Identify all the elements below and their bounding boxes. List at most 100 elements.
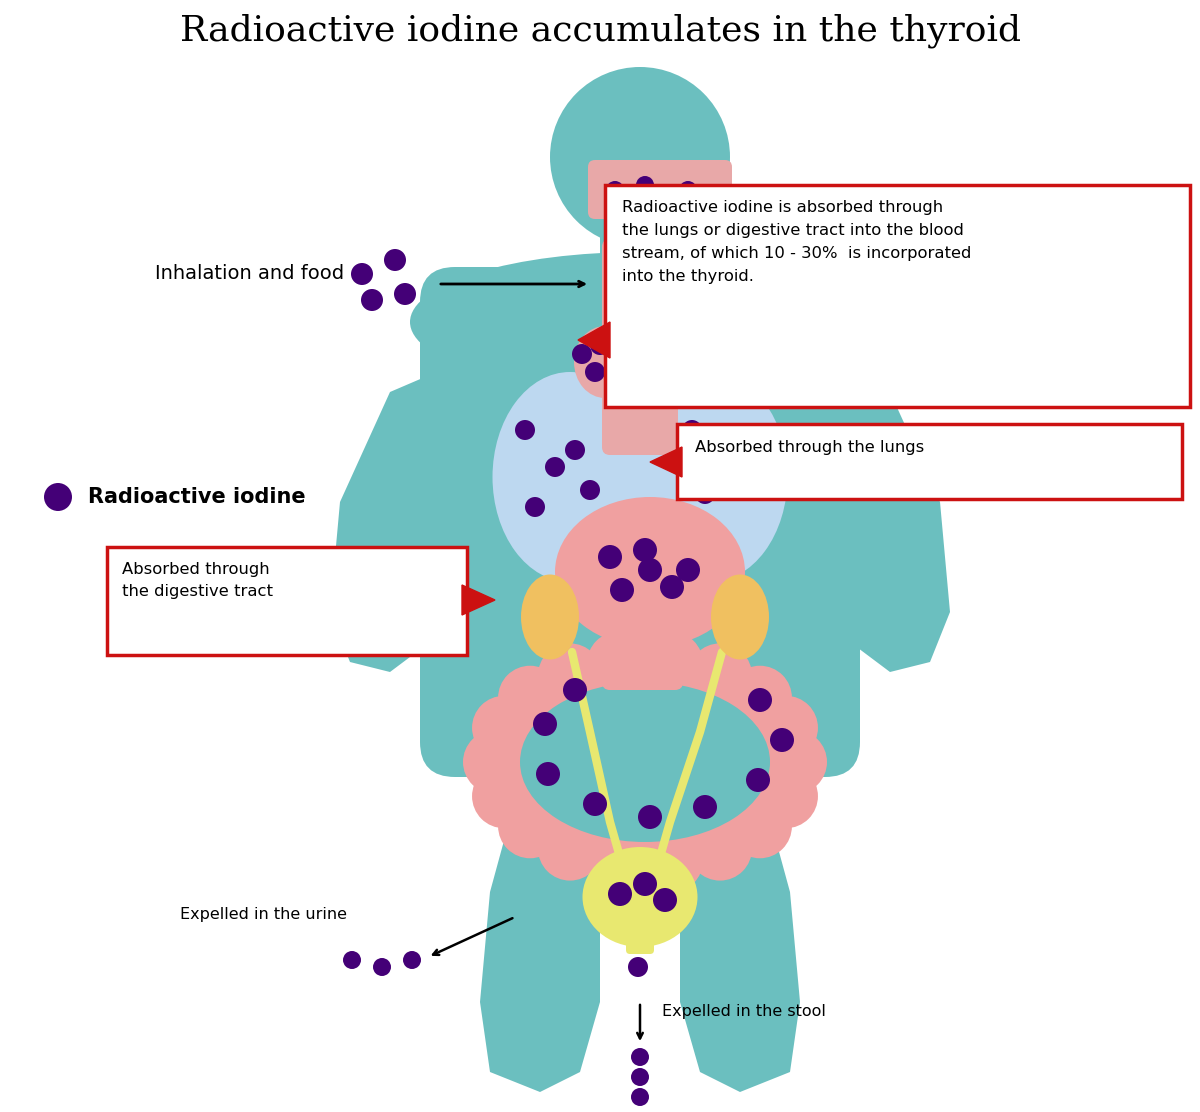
Circle shape — [498, 794, 562, 858]
FancyBboxPatch shape — [605, 185, 1190, 407]
Circle shape — [586, 363, 605, 383]
Ellipse shape — [582, 847, 697, 947]
Polygon shape — [820, 363, 950, 672]
FancyBboxPatch shape — [602, 239, 678, 455]
Circle shape — [695, 484, 715, 504]
Circle shape — [631, 1048, 649, 1066]
Text: Radioactive iodine accumulates in the thyroid: Radioactive iodine accumulates in the th… — [180, 14, 1020, 49]
Circle shape — [590, 335, 610, 355]
Circle shape — [636, 176, 654, 193]
Circle shape — [640, 632, 703, 695]
Ellipse shape — [574, 326, 636, 398]
Text: Expelled in the urine: Expelled in the urine — [180, 907, 347, 922]
Circle shape — [563, 678, 587, 702]
Circle shape — [634, 538, 658, 562]
Circle shape — [732, 427, 752, 447]
Circle shape — [623, 264, 641, 281]
FancyBboxPatch shape — [107, 547, 467, 655]
Circle shape — [463, 729, 527, 794]
Polygon shape — [680, 782, 800, 1092]
Circle shape — [587, 828, 650, 893]
Circle shape — [44, 483, 72, 512]
Circle shape — [343, 951, 361, 969]
Circle shape — [583, 792, 607, 816]
Circle shape — [538, 816, 602, 881]
Ellipse shape — [632, 373, 787, 582]
Circle shape — [403, 951, 421, 969]
Circle shape — [572, 344, 592, 364]
Circle shape — [763, 729, 827, 794]
Circle shape — [587, 632, 650, 695]
Circle shape — [608, 882, 632, 906]
Text: Absorbed through
the digestive tract: Absorbed through the digestive tract — [122, 562, 274, 598]
Ellipse shape — [554, 497, 745, 647]
Circle shape — [598, 545, 622, 569]
Polygon shape — [578, 322, 610, 358]
Circle shape — [616, 197, 634, 215]
Circle shape — [498, 666, 562, 729]
Ellipse shape — [637, 326, 698, 398]
Circle shape — [649, 195, 667, 214]
Text: Radioactive iodine: Radioactive iodine — [88, 487, 306, 507]
Circle shape — [472, 696, 536, 759]
Circle shape — [640, 828, 703, 893]
Circle shape — [653, 888, 677, 912]
Polygon shape — [650, 447, 682, 477]
Circle shape — [565, 440, 586, 460]
FancyBboxPatch shape — [602, 554, 683, 691]
Circle shape — [672, 350, 692, 370]
Polygon shape — [462, 585, 496, 615]
Circle shape — [754, 764, 818, 828]
Circle shape — [770, 728, 794, 752]
Circle shape — [754, 696, 818, 759]
Circle shape — [676, 558, 700, 582]
Circle shape — [666, 186, 684, 203]
FancyBboxPatch shape — [420, 267, 860, 777]
Circle shape — [648, 363, 668, 383]
Circle shape — [694, 795, 718, 820]
Circle shape — [606, 181, 624, 199]
Circle shape — [746, 768, 770, 792]
Circle shape — [619, 224, 637, 241]
Circle shape — [660, 575, 684, 599]
Circle shape — [728, 666, 792, 729]
Circle shape — [608, 350, 628, 370]
Ellipse shape — [710, 575, 769, 659]
Text: Radioactive iodine is absorbed through
the lungs or digestive tract into the blo: Radioactive iodine is absorbed through t… — [622, 200, 971, 285]
Circle shape — [641, 282, 659, 301]
Ellipse shape — [520, 682, 770, 842]
Circle shape — [610, 578, 634, 602]
Circle shape — [536, 762, 560, 786]
Text: Inhalation and food: Inhalation and food — [155, 265, 344, 284]
FancyBboxPatch shape — [677, 424, 1182, 499]
Circle shape — [682, 420, 702, 440]
Circle shape — [712, 450, 732, 470]
Circle shape — [580, 480, 600, 500]
FancyBboxPatch shape — [626, 896, 654, 954]
Circle shape — [472, 764, 536, 828]
Text: Absorbed through the lungs: Absorbed through the lungs — [695, 440, 924, 455]
Circle shape — [373, 959, 391, 976]
Circle shape — [384, 249, 406, 271]
Circle shape — [652, 332, 672, 353]
Circle shape — [728, 794, 792, 858]
Circle shape — [628, 957, 648, 977]
Circle shape — [634, 872, 658, 896]
Ellipse shape — [410, 252, 870, 393]
Circle shape — [641, 244, 659, 261]
Circle shape — [688, 816, 752, 881]
Polygon shape — [480, 782, 600, 1092]
Circle shape — [631, 1068, 649, 1086]
Ellipse shape — [521, 575, 580, 659]
Circle shape — [352, 264, 373, 285]
Circle shape — [533, 712, 557, 736]
Circle shape — [662, 363, 682, 383]
Polygon shape — [330, 363, 460, 672]
Circle shape — [742, 480, 762, 500]
Circle shape — [361, 289, 383, 311]
FancyBboxPatch shape — [588, 160, 732, 219]
Circle shape — [638, 558, 662, 582]
Circle shape — [679, 181, 697, 199]
Circle shape — [538, 644, 602, 707]
Circle shape — [635, 337, 655, 357]
